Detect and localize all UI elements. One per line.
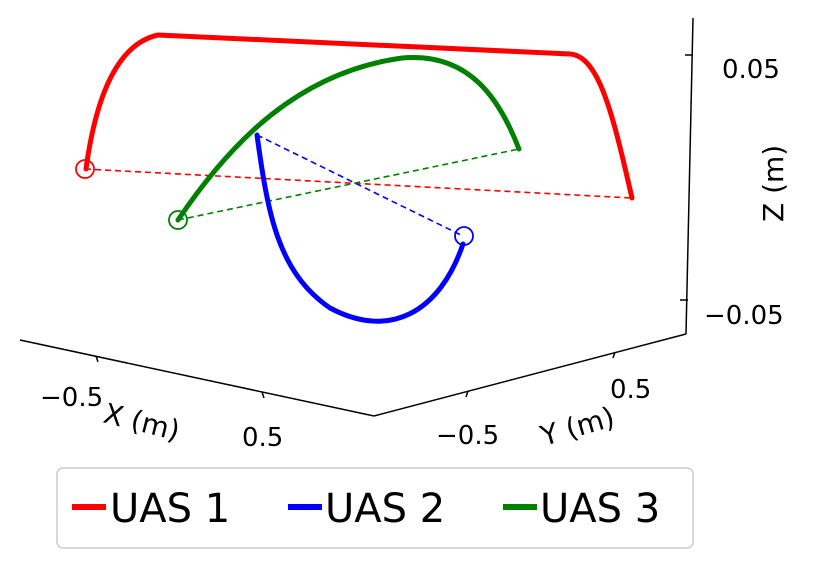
y-tick-label-2: 0.5	[610, 375, 651, 405]
dashed-links	[84, 134, 633, 237]
y-axis-line	[373, 333, 687, 417]
legend-label-uas2: UAS 2	[325, 486, 445, 532]
legend: UAS 1 UAS 2 UAS 3	[56, 467, 694, 549]
axes	[19, 17, 694, 417]
uas3-start-marker	[168, 210, 188, 230]
legend-box	[56, 467, 694, 549]
x-tick-1	[95, 355, 99, 363]
y-tick-2	[612, 351, 616, 359]
z-tick-label-2: −0.05	[704, 301, 784, 331]
x-tick-2	[261, 391, 265, 399]
uas1-trajectory	[83, 32, 635, 201]
x-tick-label-2: 0.5	[242, 423, 283, 453]
uas3-trajectory	[175, 55, 522, 223]
uas3-dashed-line	[177, 148, 520, 221]
start-markers	[75, 159, 474, 246]
y-tick-label-1: −0.5	[436, 421, 499, 451]
x-tick-label-1: −0.5	[40, 383, 103, 413]
y-tick-1	[465, 390, 469, 398]
z-axis-label: Z (m)	[757, 145, 790, 222]
z-axis-line	[685, 17, 694, 335]
x-axis-line	[19, 339, 375, 417]
z-tick-label-1: 0.05	[722, 55, 780, 85]
legend-label-uas1: UAS 1	[110, 486, 230, 532]
uas1-start-marker	[75, 159, 95, 179]
trajectories	[83, 32, 635, 324]
uas1-dashed-line	[84, 168, 633, 199]
uas2-trajectory	[254, 132, 466, 324]
legend-label-uas3: UAS 3	[540, 486, 660, 532]
uas2-dashed-line	[256, 134, 464, 237]
x-axis-label: X (m)	[100, 397, 183, 448]
uas2-start-marker	[454, 226, 474, 246]
y-axis-label: Y (m)	[536, 400, 618, 453]
